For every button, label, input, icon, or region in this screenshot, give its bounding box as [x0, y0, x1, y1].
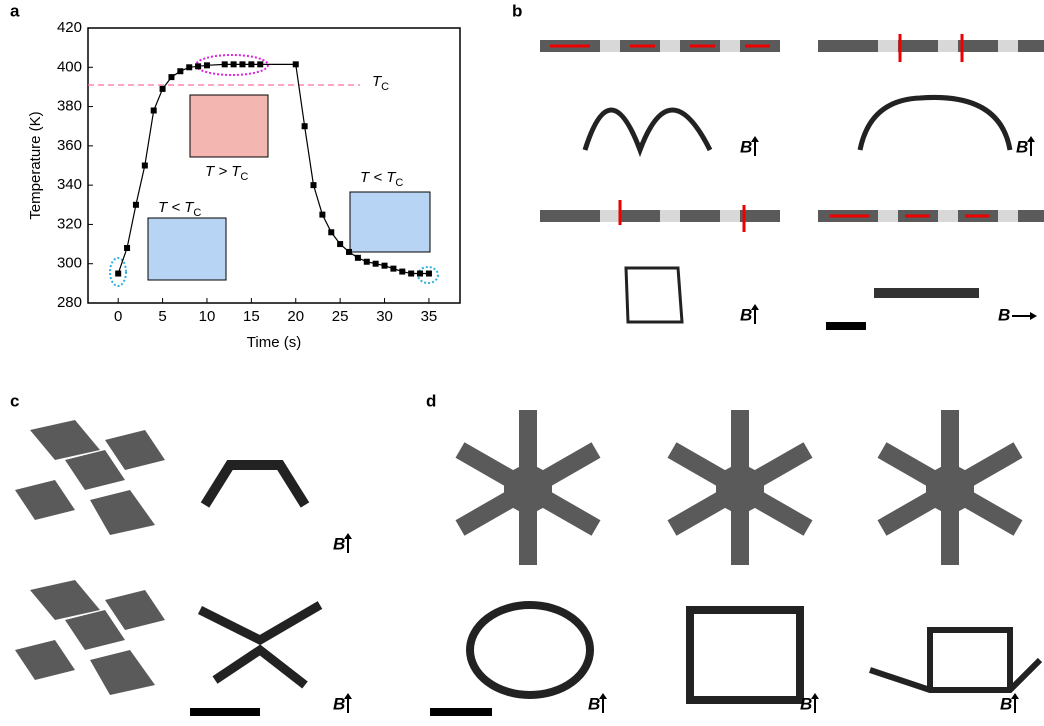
data-point — [373, 261, 379, 267]
panel-label: a — [10, 1, 20, 20]
data-point — [195, 63, 201, 69]
data-point — [204, 62, 210, 68]
domain-inset — [350, 192, 430, 252]
y-tick-label: 400 — [57, 58, 82, 75]
annotation-sub: C — [381, 81, 389, 93]
data-point — [248, 61, 254, 67]
panel-label: b — [512, 1, 522, 20]
data-point — [222, 61, 228, 67]
data-point — [142, 163, 148, 169]
data-point — [355, 255, 361, 261]
photos — [200, 97, 1040, 700]
data-point — [115, 271, 121, 277]
annotation-main: T < T — [158, 199, 195, 216]
data-point — [399, 269, 405, 275]
x-tick-label: 5 — [158, 308, 166, 325]
annotation-sub: C — [193, 207, 201, 219]
field-label: B — [333, 694, 345, 713]
data-point — [311, 182, 317, 188]
cross-diagrams — [15, 420, 165, 695]
field-label: B — [998, 305, 1010, 324]
x-tick-label: 0 — [114, 308, 122, 325]
domain-inset — [190, 95, 268, 157]
field-label: B — [333, 534, 345, 553]
data-point — [293, 61, 299, 67]
y-tick-label: 300 — [57, 255, 82, 272]
data-point — [302, 123, 308, 129]
data-point — [346, 249, 352, 255]
field-label: B — [588, 694, 600, 713]
x-tick-label: 25 — [332, 308, 349, 325]
x-axis-label: Time (s) — [247, 334, 301, 351]
y-tick-label: 340 — [57, 176, 82, 193]
data-point — [408, 271, 414, 277]
data-point — [364, 259, 370, 265]
data-point — [319, 212, 325, 218]
field-label: B — [740, 137, 752, 156]
data-point — [328, 229, 334, 235]
data-point — [133, 202, 139, 208]
data-point — [177, 68, 183, 74]
strip-diagrams — [540, 34, 1044, 232]
data-point — [151, 108, 157, 114]
chart-a: 280 300 320 340 360 380 400 420 0 5 10 15 20 25 30 35 Ti… — [27, 19, 460, 351]
data-point — [231, 61, 237, 67]
figure: a b c d — [0, 0, 1044, 721]
data-point — [257, 61, 263, 67]
data-point — [426, 271, 432, 277]
data-point — [124, 245, 130, 251]
x-tick-label: 20 — [287, 308, 304, 325]
y-tick-label: 360 — [57, 137, 82, 154]
field-label: B — [800, 694, 812, 713]
annotation-sub: C — [395, 177, 403, 189]
annotation-sub: C — [240, 171, 248, 183]
y-tick-label: 320 — [57, 215, 82, 232]
y-tick-label: 380 — [57, 98, 82, 115]
panel-label: c — [10, 391, 19, 410]
annotation: T > TC — [205, 163, 248, 183]
annotation-main: T < T — [360, 169, 397, 186]
data-point — [186, 64, 192, 70]
data-point — [382, 263, 388, 269]
data-point — [160, 86, 166, 92]
x-tick-label: 30 — [376, 308, 393, 325]
y-tick-label: 420 — [57, 19, 82, 36]
annotation-main: T > T — [205, 163, 242, 180]
annotation: T < TC — [360, 169, 403, 189]
annotation: T < TC — [158, 199, 201, 219]
y-axis-label: Temperature (K) — [27, 111, 44, 219]
star-diagrams — [460, 410, 1018, 565]
data-point — [168, 74, 174, 80]
annotation: TC — [372, 73, 389, 93]
field-label: B — [740, 305, 752, 324]
x-tick-label: 10 — [199, 308, 216, 325]
y-tick-label: 280 — [57, 294, 82, 311]
panel-label: d — [426, 391, 436, 410]
data-point — [239, 61, 245, 67]
domain-inset — [148, 218, 226, 280]
field-label: B — [1000, 694, 1012, 713]
field-label: B — [1016, 137, 1028, 156]
data-point — [337, 241, 343, 247]
data-point — [417, 271, 423, 277]
field-arrow-head — [1030, 312, 1037, 320]
data-point — [390, 266, 396, 272]
x-tick-label: 35 — [421, 308, 438, 325]
x-tick-label: 15 — [243, 308, 260, 325]
